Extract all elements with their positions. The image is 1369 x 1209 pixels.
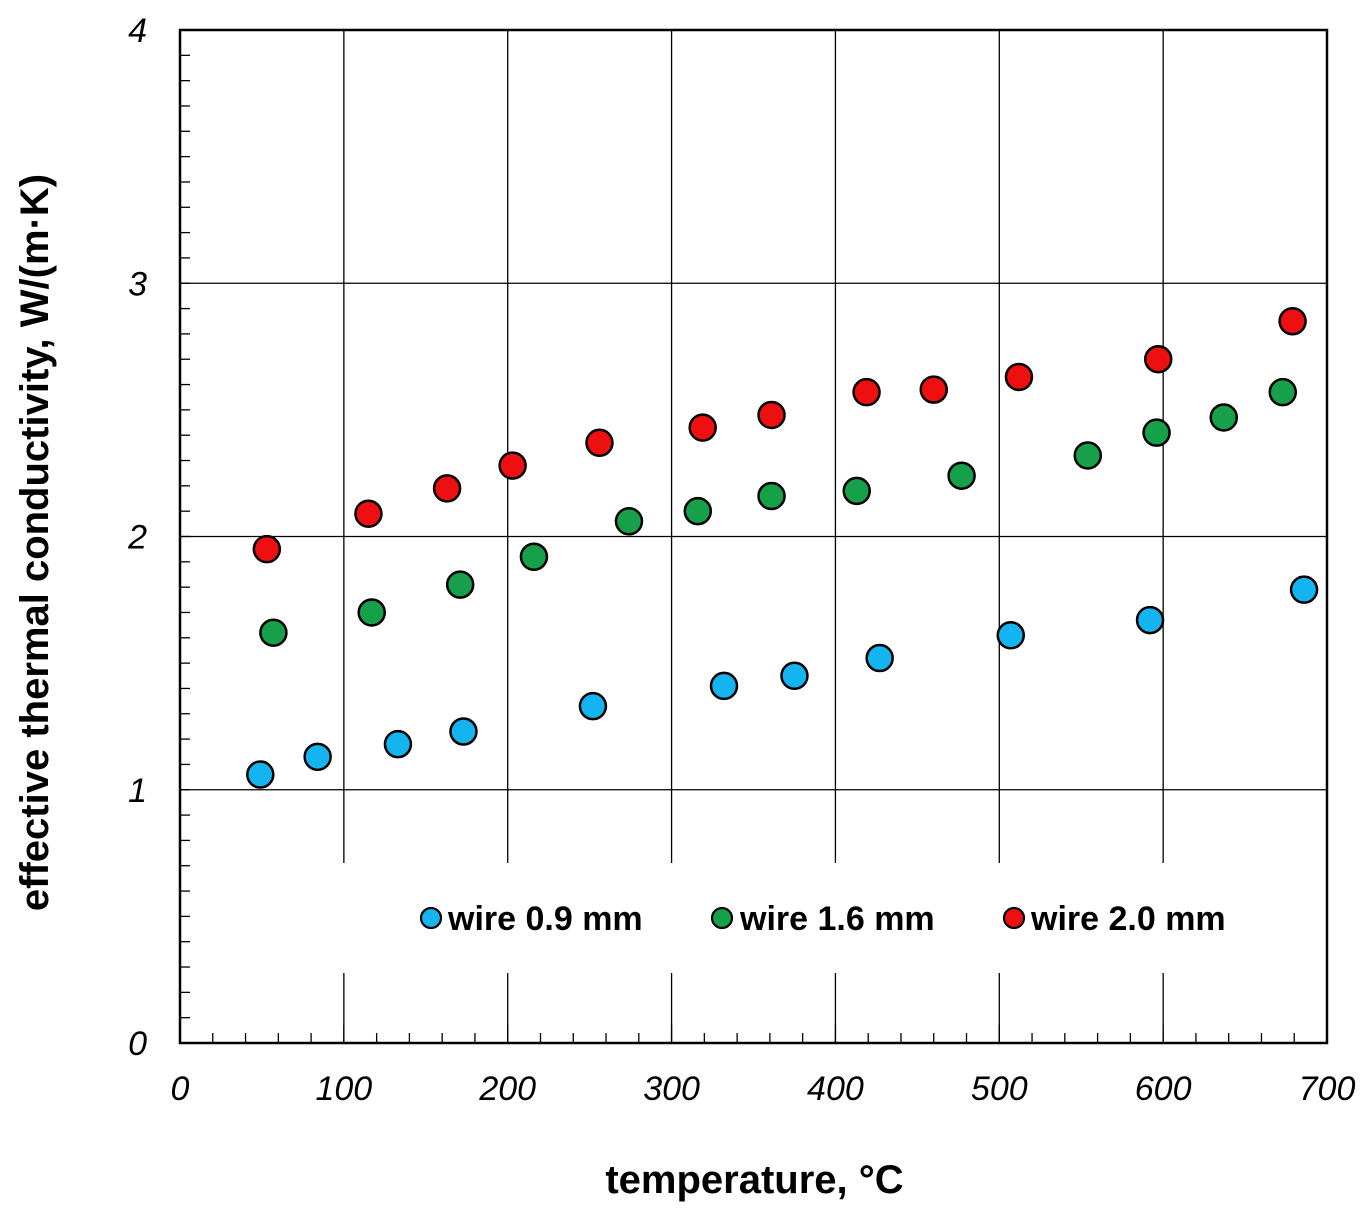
series-3	[252, 306, 1307, 564]
y-axis-title: effective thermal conductivity, W/(m·K)	[13, 174, 57, 911]
legend-item: wire 1.6 mm	[710, 900, 935, 938]
data-point	[688, 413, 717, 442]
data-point	[1135, 605, 1165, 635]
x-tick-label: 600	[1135, 1070, 1192, 1108]
x-tick-label: 500	[971, 1070, 1028, 1108]
data-point	[947, 461, 976, 490]
data-point	[1143, 344, 1173, 374]
data-point	[578, 691, 608, 721]
data-point	[865, 643, 894, 673]
data-point	[709, 671, 739, 701]
x-axis-title: temperature, °C	[605, 1158, 903, 1202]
data-point	[1073, 441, 1103, 470]
data-point	[303, 742, 332, 772]
legend-item: wire 2.0 mm	[1002, 900, 1226, 938]
y-tick-label: 1	[128, 772, 147, 810]
x-tick-label: 100	[315, 1070, 372, 1108]
data-point	[1209, 403, 1239, 432]
data-points	[246, 306, 1319, 789]
data-point	[252, 534, 282, 564]
data-point	[449, 717, 478, 746]
data-point	[246, 760, 275, 789]
legend-marker	[710, 906, 734, 930]
data-point	[259, 618, 288, 647]
data-point	[757, 481, 786, 511]
y-tick-label: 2	[127, 519, 147, 557]
data-point	[1289, 575, 1319, 604]
y-tick-label: 3	[128, 265, 147, 303]
data-point	[357, 598, 386, 627]
data-point	[1142, 418, 1171, 447]
series-1	[246, 575, 1319, 789]
x-tick-label: 0	[171, 1070, 190, 1108]
data-point	[996, 621, 1026, 650]
x-tick-labels: 0 100 200 300 400 500 600 700	[171, 1070, 1356, 1108]
data-point	[498, 451, 527, 480]
data-point	[919, 375, 948, 404]
x-tick-label: 200	[478, 1070, 536, 1108]
plot-frame	[178, 28, 1329, 1045]
data-point	[585, 428, 614, 458]
data-point	[852, 377, 881, 407]
legend-background	[330, 863, 1290, 973]
legend-marker	[419, 906, 443, 930]
grid	[180, 30, 1327, 1043]
legend-marker	[1002, 906, 1026, 930]
data-point	[432, 474, 462, 503]
x-tick-label: 400	[807, 1070, 864, 1108]
legend-label: wire 0.9 mm	[447, 900, 643, 938]
data-point	[445, 570, 475, 599]
data-point	[354, 499, 383, 528]
legend-label: wire 2.0 mm	[1030, 900, 1226, 938]
data-point	[1278, 306, 1307, 336]
data-point	[1268, 377, 1298, 407]
y-tick-label: 4	[128, 12, 147, 50]
data-point	[842, 476, 871, 506]
x-tick-label: 700	[1299, 1070, 1356, 1108]
data-point	[383, 729, 413, 759]
x-tick-label: 300	[643, 1070, 700, 1108]
legend: wire 0.9 mm wire 1.6 mm wire 2.0 mm	[419, 900, 1226, 938]
series-2	[259, 377, 1298, 647]
y-tick-label: 0	[128, 1025, 147, 1063]
data-point	[780, 661, 809, 691]
data-point	[614, 507, 644, 536]
legend-item: wire 0.9 mm	[419, 900, 643, 938]
y-tick-labels: 0 1 2 3 4	[127, 12, 147, 1063]
legend-label: wire 1.6 mm	[739, 900, 935, 938]
data-point	[1004, 362, 1034, 392]
data-point	[757, 400, 786, 430]
data-point	[519, 542, 549, 572]
data-point	[683, 496, 713, 526]
